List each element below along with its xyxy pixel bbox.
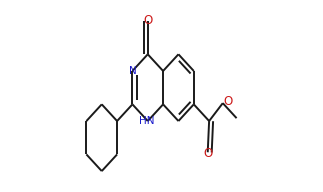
Text: O: O (203, 147, 212, 160)
Text: HN: HN (139, 116, 155, 126)
Text: N: N (129, 66, 136, 76)
Text: O: O (224, 95, 233, 108)
Text: O: O (143, 14, 152, 27)
